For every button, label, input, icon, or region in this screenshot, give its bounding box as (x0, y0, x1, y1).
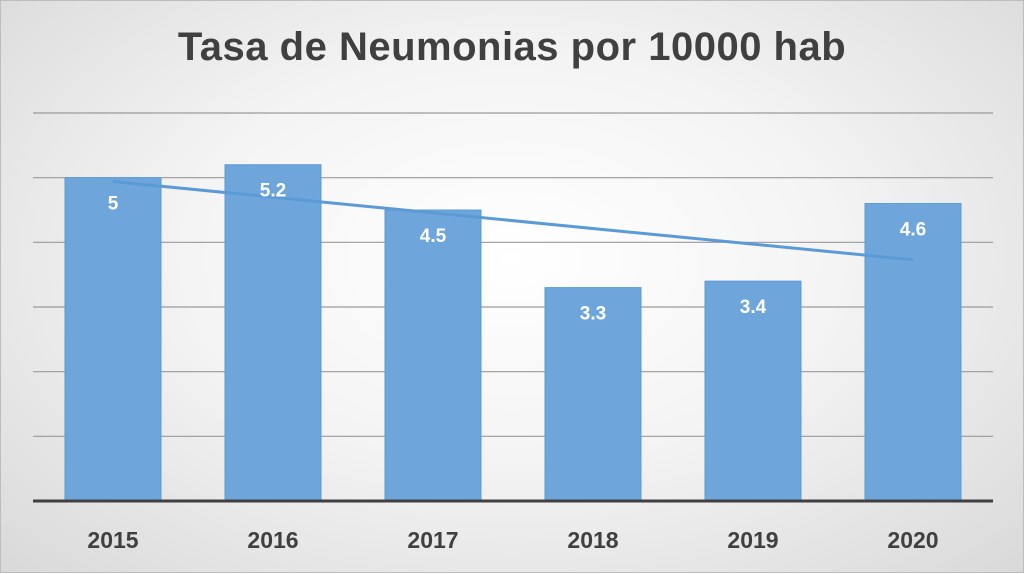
data-label-2016: 5.2 (260, 181, 286, 202)
data-label-2020: 4.6 (900, 220, 926, 241)
bar-2018 (544, 287, 642, 502)
bar-2017 (384, 209, 482, 502)
data-label-2018: 3.3 (580, 304, 606, 325)
bar-2020 (864, 203, 962, 502)
x-tick-label-2018: 2018 (567, 527, 618, 553)
chart-title: Tasa de Neumonias por 10000 hab (177, 25, 847, 69)
x-tick-label-2015: 2015 (87, 527, 138, 553)
data-label-2019: 3.4 (740, 297, 767, 318)
bar-2016 (224, 164, 322, 502)
trendline (112, 180, 914, 262)
data-label-2017: 4.5 (420, 226, 447, 247)
x-tick-label-2016: 2016 (247, 527, 298, 553)
x-tick-label-2017: 2017 (407, 527, 458, 553)
x-tick-label-2019: 2019 (727, 527, 778, 553)
x-tick-label-2020: 2020 (887, 527, 938, 553)
bar-2015 (64, 177, 162, 502)
data-label-2015: 5 (108, 194, 119, 215)
